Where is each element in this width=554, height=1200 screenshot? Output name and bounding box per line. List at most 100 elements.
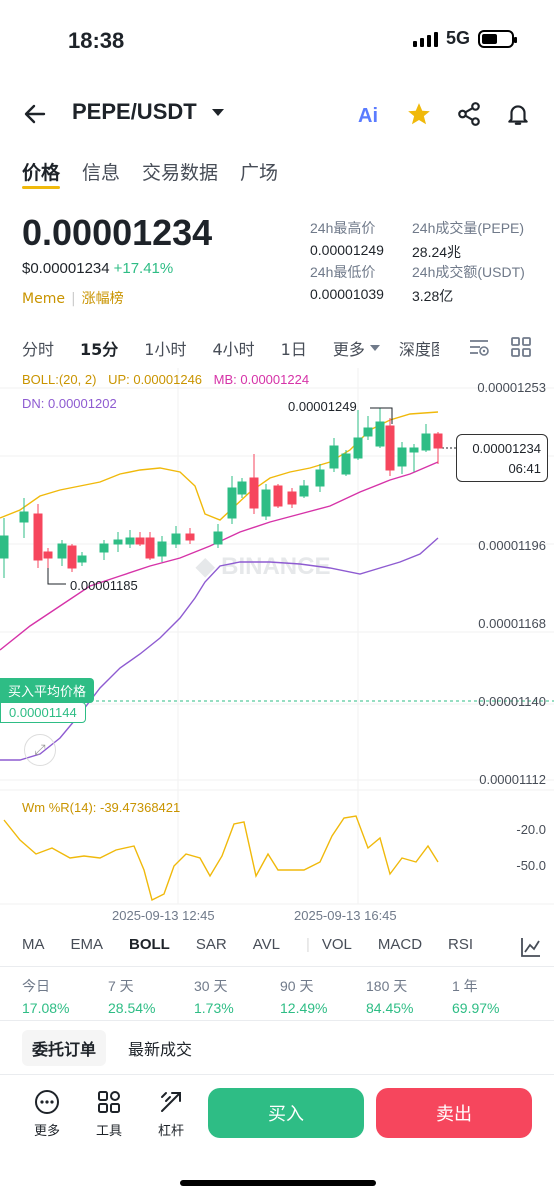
perf-90d: 90 天 12.49% (280, 978, 328, 1016)
current-price-box: 0.00001234 06:41 (456, 434, 548, 482)
boll-params: BOLL:(20, 2) (22, 372, 97, 387)
tf-depth[interactable]: 深度图 (398, 340, 439, 359)
active-tab-indicator (22, 186, 60, 189)
stat-amount: 24h成交额(USDT) 3.28亿 (412, 262, 525, 306)
buy-button[interactable]: 买入 (208, 1088, 364, 1138)
last-price: 0.00001234 (22, 212, 213, 253)
tab-square[interactable]: 广场 (240, 162, 279, 184)
boll-lower-line (0, 537, 439, 761)
dropdown-icon (211, 109, 224, 117)
performance-row: 今日 17.08% 7 天 28.54% 30 天 1.73% 90 天 12.49% … (22, 976, 542, 1016)
star-icon[interactable] (406, 101, 432, 127)
ind-vol[interactable]: VOL (321, 936, 352, 953)
status-indicators: 5G (412, 28, 517, 49)
order-tabs: 委托订单 最新成交 (22, 1030, 202, 1066)
main-tabs: 价格 信息 交易数据 广场 (22, 158, 278, 185)
tag-meme[interactable]: Meme (22, 291, 65, 307)
tools-grid-icon (98, 1091, 120, 1113)
y-tick-0: 0.00001253 (477, 380, 546, 395)
bottom-tools: 更多 工具 杠杆 (28, 1088, 190, 1139)
tf-more[interactable]: 更多 (332, 340, 365, 359)
tab-info[interactable]: 信息 (82, 162, 121, 184)
stat-volume-value: 28.24兆 (412, 244, 462, 260)
more-dots-icon (35, 1090, 59, 1114)
time-label-0: 2025-09-13 12:45 (112, 908, 215, 923)
more-tool-label: 更多 (33, 1124, 60, 1139)
chart-settings-icon[interactable] (468, 336, 490, 358)
svg-text:Ai: Ai (358, 105, 378, 127)
more-tool[interactable]: 更多 (28, 1088, 66, 1139)
price-usd: $0.00001234 (22, 260, 110, 277)
timeframe-bar: 分时 15分 1小时 4小时 1日 更多 深度图 (22, 336, 542, 360)
perf-1y: 1 年 69.97% (452, 978, 500, 1016)
stat-volume-label: 24h成交量(PEPE) (412, 220, 525, 236)
y-tick-2: 0.00001168 (478, 616, 546, 631)
boll-dn-value: DN: 0.00001202 (22, 396, 117, 411)
tab-price[interactable]: 价格 (22, 162, 61, 184)
status-time: 18:38 (68, 28, 125, 53)
tf-15m[interactable]: 15分 (80, 340, 119, 359)
perf-7d: 7 天 28.54% (108, 978, 156, 1016)
tf-line[interactable]: 分时 (22, 340, 55, 359)
tab-trading-data[interactable]: 交易数据 (142, 162, 219, 184)
tf-1h[interactable]: 1小时 (144, 340, 187, 359)
wr-tick-0: -20.0 (516, 822, 546, 837)
boll-up-value: UP: 0.00001246 (108, 372, 203, 387)
margin-tool-label: 杠杆 (157, 1124, 184, 1139)
home-indicator (180, 1180, 376, 1186)
boll-mb-value: MB: 0.00001224 (213, 372, 310, 387)
stat-volume: 24h成交量(PEPE) 28.24兆 (412, 218, 524, 262)
candles (0, 408, 443, 578)
ind-sar[interactable]: SAR (195, 936, 227, 953)
layout-grid-icon[interactable] (510, 336, 532, 358)
indicator-settings-icon[interactable] (520, 936, 542, 958)
wr-line (3, 815, 439, 902)
boll-upper-line (0, 411, 439, 521)
tag-gainers[interactable]: 涨幅榜 (81, 291, 124, 307)
perf-30d: 30 天 1.73% (194, 978, 234, 1016)
tools-tool[interactable]: 工具 (90, 1088, 128, 1139)
stat-low: 24h最低价 0.00001039 (310, 262, 384, 302)
stat-high-label: 24h最高价 (310, 220, 376, 236)
boll-mid-line (0, 461, 439, 651)
header: PEPE/USDT Ai (0, 95, 554, 135)
tf-4h[interactable]: 4小时 (212, 340, 255, 359)
bell-icon[interactable] (505, 101, 531, 127)
tab-recent-trades[interactable]: 最新成交 (128, 1040, 193, 1059)
perf-today: 今日 17.08% (22, 978, 70, 1016)
stat-high-value: 0.00001249 (310, 242, 384, 258)
tf-1d[interactable]: 1日 (280, 340, 307, 359)
tools-tool-label: 工具 (95, 1124, 122, 1139)
ind-ma[interactable]: MA (22, 936, 45, 953)
wr-legend: Wm %R(14): -39.47368421 (22, 800, 181, 815)
share-icon[interactable] (456, 101, 482, 127)
ind-macd[interactable]: MACD (377, 936, 423, 953)
stat-low-label: 24h最低价 (310, 264, 376, 280)
ai-icon[interactable]: Ai (358, 103, 384, 127)
candle-countdown: 06:41 (508, 461, 541, 476)
margin-tool[interactable]: 杠杆 (152, 1088, 190, 1139)
battery-icon (478, 29, 517, 48)
tab-open-orders[interactable]: 委托订单 (22, 1030, 107, 1066)
current-price-value: 0.00001234 (472, 441, 541, 456)
back-arrow-icon[interactable] (22, 101, 48, 127)
ind-ema[interactable]: EMA (70, 936, 104, 953)
y-tick-1: 0.00001196 (478, 538, 546, 553)
high-annotation: 0.00001249 (288, 399, 357, 414)
pair-title[interactable]: PEPE/USDT (72, 99, 225, 125)
expand-chart-icon[interactable]: ⤢ (24, 734, 56, 766)
buy-avg-value: 0.00001144 (0, 702, 86, 723)
watermark: ◆ BINANCE (195, 553, 330, 580)
signal-icon (412, 31, 438, 47)
pair-label: PEPE/USDT (72, 99, 197, 124)
stat-amount-value: 3.28亿 (412, 288, 454, 304)
ind-boll[interactable]: BOLL (129, 936, 170, 953)
wr-tick-1: -50.0 (516, 858, 546, 873)
ind-avl[interactable]: AVL (252, 936, 280, 953)
sell-button[interactable]: 卖出 (376, 1088, 532, 1138)
leverage-icon (161, 1092, 181, 1112)
ind-rsi[interactable]: RSI (448, 936, 474, 953)
perf-180d: 180 天 84.45% (366, 978, 414, 1016)
price-change: +17.41% (113, 260, 174, 277)
stat-amount-label: 24h成交额(USDT) (412, 264, 525, 280)
